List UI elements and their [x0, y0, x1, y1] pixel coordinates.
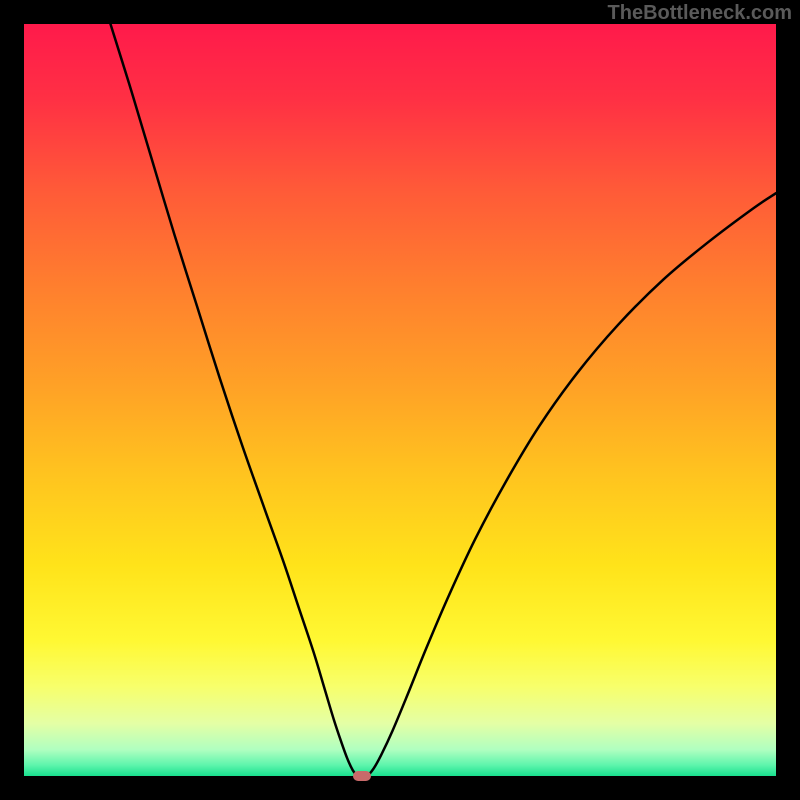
curve-svg [24, 24, 776, 776]
plot-area [24, 24, 776, 776]
watermark-text: TheBottleneck.com [608, 2, 792, 25]
chart-container: TheBottleneck.com [0, 0, 800, 800]
minimum-marker [353, 771, 371, 781]
curve-branch [110, 24, 357, 776]
curve-branch [368, 193, 776, 776]
